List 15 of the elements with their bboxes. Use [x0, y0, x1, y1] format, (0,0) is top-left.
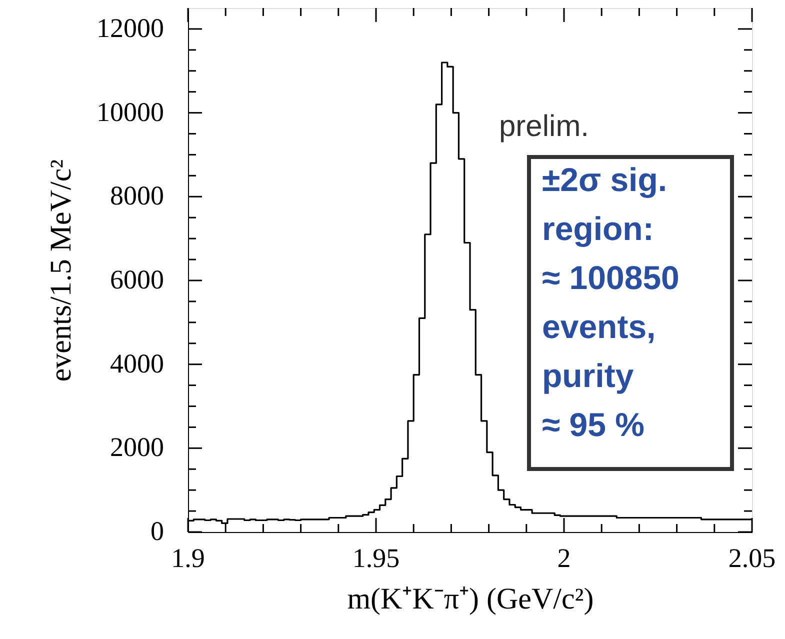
annotation: prelim.: [499, 110, 590, 143]
y-tick-label: 10000: [96, 96, 164, 127]
annotation: ±2σ sig. region: ≈ 100850 events, purity ≈ 95 %: [542, 161, 680, 443]
y-tick-label: 12000: [96, 12, 164, 43]
y-axis-title: events/1.5 MeV/c²: [44, 159, 78, 382]
y-tick-label: 8000: [110, 180, 164, 211]
x-tick-label: 1.95: [352, 543, 400, 573]
x-tick-label: 2.05: [728, 543, 776, 573]
y-tick-label: 6000: [110, 264, 164, 294]
x-tick-label: 1.9: [171, 543, 205, 573]
y-tick-label: 0: [150, 516, 164, 546]
x-axis-title: m(K⁺K⁻π⁺) (GeV/c²): [347, 582, 594, 616]
x-tick-label: 2: [557, 543, 571, 573]
y-tick-label: 4000: [110, 348, 164, 378]
y-tick-label: 2000: [110, 432, 164, 462]
